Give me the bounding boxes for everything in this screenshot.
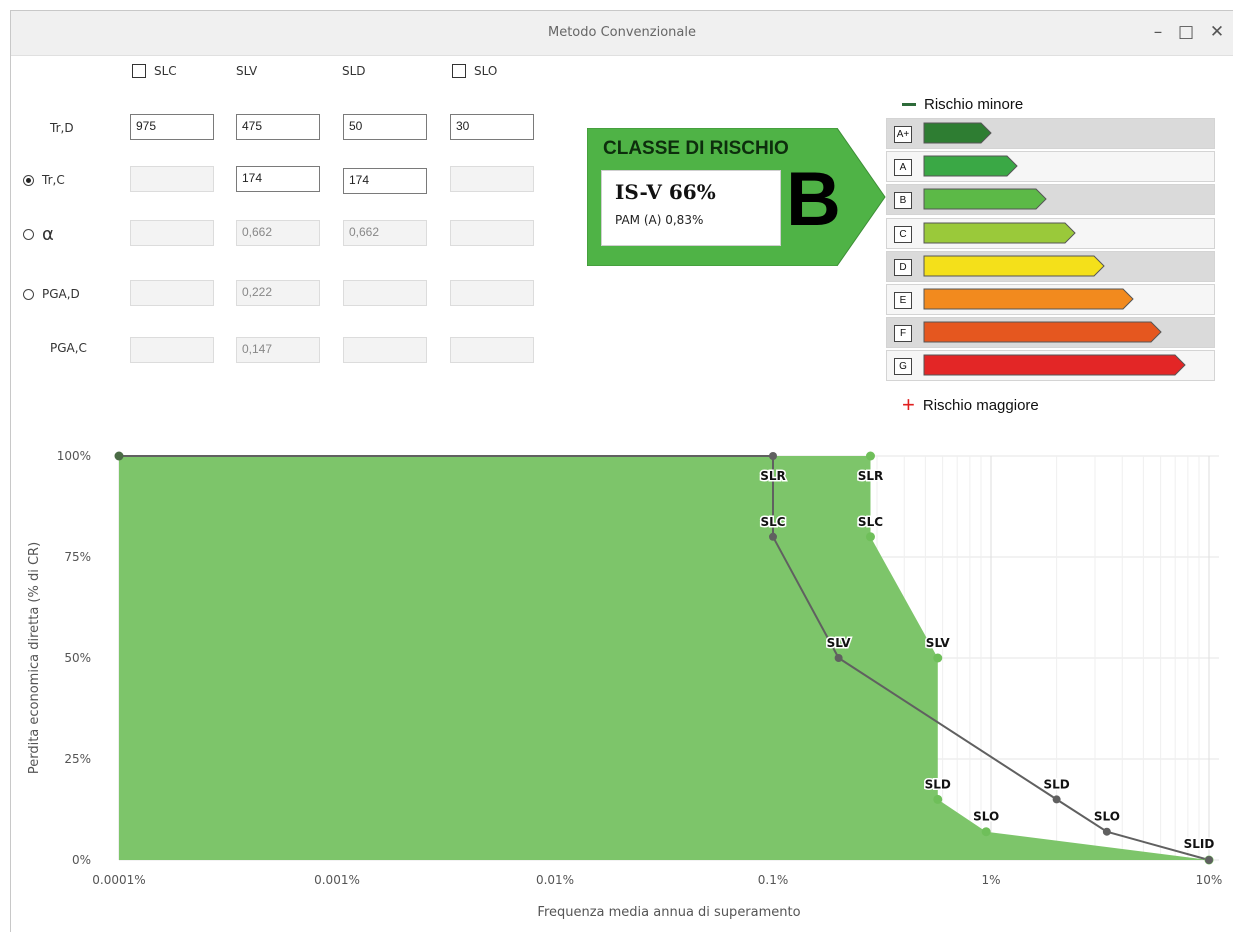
risk-class-bar-shape (923, 288, 1134, 310)
row-label-text: Tr,D (50, 121, 74, 135)
isv-value: IS-V 66% (615, 180, 716, 204)
risk-class-bar (923, 354, 1186, 376)
risk-class-letter-label: A (894, 159, 912, 177)
window-title: Metodo Convenzionale (547, 25, 696, 40)
maximize-icon[interactable]: □ (1177, 22, 1195, 42)
minus-icon (902, 103, 916, 106)
risk-class-bar (923, 321, 1162, 343)
risk-class-row: B (886, 184, 1215, 216)
radio-button[interactable] (23, 174, 34, 186)
radio-button[interactable] (23, 288, 34, 300)
risk-class-letter-label: E (894, 292, 912, 309)
risk-class-letter-label: D (894, 258, 912, 276)
risk-class-bar-shape (923, 188, 1047, 210)
column-header-slv: SLV (236, 64, 257, 78)
pam-value: PAM (A) 0,83% (615, 213, 704, 227)
input-alpha-sld: 0,662 (343, 220, 427, 246)
risk-class-bar (923, 255, 1105, 277)
input-trc-sld[interactable]: 174 (343, 168, 427, 194)
input-pgac-slc (130, 337, 214, 363)
risk-class-row: G (886, 350, 1215, 382)
radio-trc[interactable]: Tr,C (23, 173, 65, 187)
input-alpha-slo (450, 220, 534, 246)
risk-class-row: E (886, 284, 1215, 315)
column-label: SLC (154, 64, 177, 78)
input-trc-slc (130, 166, 214, 192)
risk-class-bar-shape (923, 255, 1105, 277)
minimize-icon[interactable]: – (1153, 22, 1163, 42)
input-pgac-sld (343, 337, 427, 363)
risk-class-letter: B (786, 157, 841, 242)
close-icon[interactable]: ✕ (1209, 22, 1225, 42)
risk-class-bar-shape (923, 321, 1162, 343)
row-label-pgac: PGA,C (50, 341, 87, 355)
legend-higher-risk-label: Rischio maggiore (922, 396, 1039, 414)
legend-lower-risk: Rischio minore (902, 96, 1023, 113)
input-alpha-slv: 0,662 (236, 220, 320, 246)
radio-pgad[interactable]: PGA,D (23, 287, 80, 301)
input-pgac-slo (450, 337, 534, 363)
risk-class-bar (923, 188, 1047, 210)
column-label: SLD (342, 64, 366, 78)
column-header-sld: SLD (342, 64, 366, 78)
slo-checkbox[interactable] (452, 64, 466, 78)
input-pgac-slv: 0,147 (236, 337, 320, 363)
input-pgad-slo (450, 280, 534, 306)
risk-class-bar-shape (923, 155, 1018, 177)
risk-class-letter-label: C (894, 225, 912, 243)
row-label-text: Tr,C (42, 173, 65, 187)
risk-class-row: C (886, 217, 1215, 249)
risk-class-bar-shape (923, 222, 1076, 244)
risk-class-row: D (886, 250, 1215, 282)
risk-class-bar (923, 155, 1018, 177)
legend-lower-risk-label: Rischio minore (924, 96, 1024, 113)
input-pgad-slv: 0,222 (236, 280, 320, 306)
radio-button[interactable] (23, 229, 34, 240)
row-label-text: PGA,C (50, 341, 87, 355)
input-trc-slv[interactable]: 174 (236, 166, 320, 192)
column-header-slc[interactable]: SLC (132, 64, 177, 78)
risk-badge-title: CLASSE DI RISCHIO (603, 138, 789, 159)
risk-badge-values: IS-V 66% PAM (A) 0,83% (601, 170, 781, 246)
input-trd-slv[interactable]: 475 (236, 114, 320, 140)
risk-class-letter-label: F (894, 325, 912, 343)
column-label: SLV (236, 64, 258, 78)
row-label-text: PGA,D (42, 287, 80, 301)
row-label-text: α (42, 224, 54, 245)
risk-class-letter-label: B (894, 192, 912, 210)
input-trd-slo[interactable]: 30 (450, 114, 534, 140)
risk-class-bar (923, 222, 1076, 244)
plus-icon: + (902, 392, 915, 417)
input-trc-slo (450, 166, 534, 192)
radio-alpha[interactable]: α (23, 224, 54, 245)
input-trd-sld[interactable]: 50 (343, 114, 427, 140)
input-trd-slc[interactable]: 975 (130, 114, 214, 140)
risk-class-row: F (886, 317, 1215, 349)
input-pgad-sld (343, 280, 427, 306)
input-pgad-slc (130, 280, 214, 306)
input-alpha-slc (130, 220, 214, 246)
risk-class-letter-label: A+ (894, 126, 912, 143)
legend-higher-risk: + Rischio maggiore (902, 394, 1039, 416)
risk-class-row: A+ (886, 118, 1215, 149)
title-bar[interactable]: Metodo Convenzionale – □ ✕ (11, 11, 1233, 56)
risk-class-row: A (886, 151, 1215, 183)
risk-class-bar-shape (923, 122, 992, 144)
risk-class-bar-shape (923, 354, 1186, 376)
risk-class-bar (923, 122, 992, 144)
risk-class-bar (923, 288, 1134, 310)
slc-checkbox[interactable] (132, 64, 146, 78)
row-label-trd: Tr,D (50, 121, 74, 135)
column-label: SLO (474, 64, 498, 78)
risk-class-letter-label: G (894, 358, 912, 376)
column-header-slo[interactable]: SLO (452, 64, 497, 78)
